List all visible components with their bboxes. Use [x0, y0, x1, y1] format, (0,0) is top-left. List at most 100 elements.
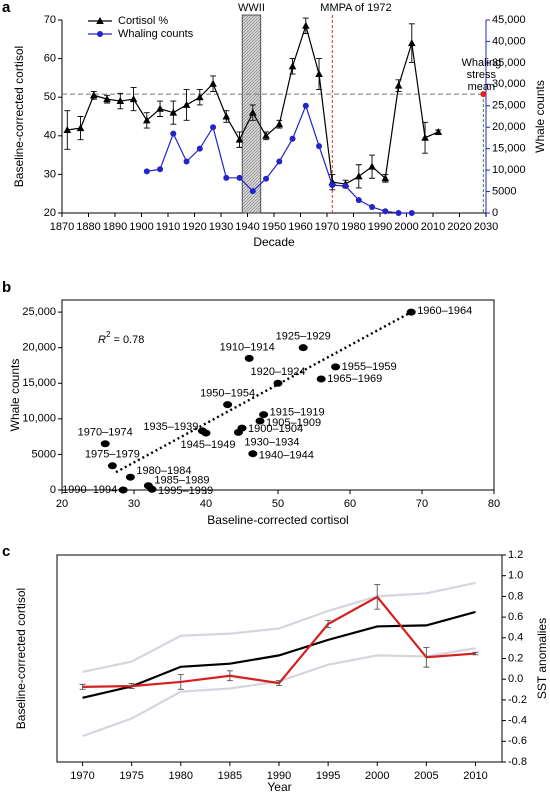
y2-tick-label: 15,000	[492, 143, 526, 155]
x-axis-title: Year	[267, 780, 291, 794]
marker	[76, 124, 85, 132]
marker	[196, 145, 203, 152]
x-tick-label: 1995	[316, 770, 340, 782]
trend-line	[115, 311, 412, 474]
wwii-label: WWII	[238, 2, 265, 14]
marker	[170, 130, 177, 137]
point-label: 1970–1974	[78, 427, 133, 439]
panel-letter: a	[2, 0, 11, 16]
x-tick-label: 1980	[169, 770, 193, 782]
y2-tick-label: -0.4	[508, 715, 527, 727]
y-tick-label: 40	[44, 130, 56, 142]
marker	[196, 93, 204, 101]
series-line	[82, 647, 476, 738]
point-label: 1900–1904	[248, 423, 303, 435]
point	[100, 440, 110, 448]
marker	[369, 203, 376, 210]
y-tick-label: 60	[44, 53, 56, 65]
y-tick-label: 50	[44, 91, 56, 103]
point	[147, 485, 157, 493]
point	[201, 429, 211, 437]
x-tick-label: 20	[56, 498, 68, 510]
marker	[143, 168, 150, 175]
point	[107, 462, 117, 470]
marker	[302, 21, 310, 29]
point-label: 1915–1919	[270, 406, 325, 418]
y-tick-label: 20	[44, 207, 56, 219]
y-axis-title: Baseline-corrected cortisol	[14, 588, 28, 729]
point-label: 1995–1999	[158, 485, 213, 497]
point-label: 1950–1954	[200, 388, 255, 400]
marker	[90, 91, 98, 99]
y2-axis-title: Whale counts	[533, 80, 547, 153]
y2-tick-label: 0	[492, 207, 498, 219]
x-tick-label: 2000	[365, 770, 389, 782]
point-label: 1945–1949	[180, 439, 235, 451]
y-tick-label: 5000	[32, 448, 56, 460]
x-tick-label: 2000	[394, 221, 418, 233]
y-axis-title: Whale counts	[8, 359, 22, 432]
panel-letter: b	[2, 279, 11, 296]
marker	[382, 208, 389, 215]
x-tick-label: 1870	[50, 221, 74, 233]
y2-tick-label: 40,000	[492, 35, 526, 47]
marker	[316, 143, 323, 150]
error-bar	[374, 584, 381, 610]
y-tick-label: 10,000	[22, 413, 56, 425]
y2-tick-label: 0.2	[508, 652, 523, 664]
x-tick-label: 1930	[209, 221, 233, 233]
y2-tick-label: 0.8	[508, 590, 523, 602]
stress-mean-label: Whaling	[461, 57, 501, 69]
y2-tick-label: 5000	[492, 185, 516, 197]
marker	[289, 135, 296, 142]
marker	[157, 166, 164, 173]
point-label: 1965–1969	[327, 373, 382, 385]
r-squared: R2 = 0.78	[98, 330, 144, 346]
x-tick-label: 2010	[463, 770, 487, 782]
marker	[129, 95, 138, 103]
point	[406, 308, 416, 316]
error-bar	[79, 683, 86, 690]
x-tick-label: 1890	[103, 221, 127, 233]
marker	[222, 112, 231, 120]
point-label: 1925–1929	[276, 331, 331, 343]
marker	[103, 95, 111, 103]
x-tick-label: 1960	[288, 221, 312, 233]
x-tick-label: 70	[416, 498, 428, 510]
x-tick-label: 1880	[76, 221, 100, 233]
y-tick-label: 25,000	[22, 306, 56, 318]
x-axis-title: Decade	[253, 235, 295, 249]
y2-tick-label: 0.6	[508, 611, 523, 623]
x-tick-label: 1940	[235, 221, 259, 233]
marker	[235, 135, 244, 143]
point-label: 1980–1984	[136, 465, 191, 477]
point-label: 1920–1924	[250, 366, 305, 378]
r-superscript: 2	[106, 330, 111, 339]
marker	[408, 39, 416, 47]
plot-frame	[56, 554, 503, 763]
point-label: 1960–1964	[417, 305, 472, 317]
marker	[355, 172, 363, 180]
marker	[368, 162, 376, 170]
marker	[381, 174, 390, 182]
point-label: 1910–1914	[220, 341, 275, 353]
error-bar	[472, 651, 479, 656]
y-tick-label: 0	[50, 484, 56, 496]
point	[233, 428, 243, 436]
y2-tick-label: -0.8	[508, 756, 527, 768]
marker	[315, 70, 323, 78]
marker	[236, 174, 243, 181]
marker	[96, 17, 104, 24]
error-bar	[325, 619, 332, 629]
x-tick-label: 2030	[474, 221, 498, 233]
marker	[263, 175, 270, 182]
marker	[288, 62, 297, 70]
y-axis-title: Baseline-corrected cortisol	[12, 46, 26, 187]
panel-letter: c	[2, 543, 10, 560]
point-label: 1940–1944	[259, 450, 314, 462]
point-label: 1990–1994	[62, 484, 117, 496]
marker	[395, 210, 402, 216]
y-tick-label: 20,000	[22, 342, 56, 354]
x-tick-label: 30	[128, 498, 140, 510]
marker	[116, 97, 125, 105]
